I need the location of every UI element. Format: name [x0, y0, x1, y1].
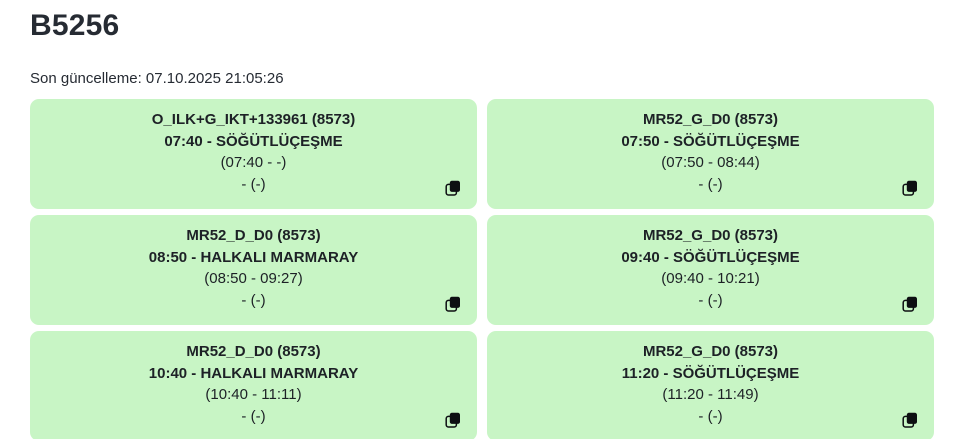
copy-button[interactable]	[901, 295, 919, 313]
trip-name: MR52_D_D0 (8573)	[186, 227, 321, 244]
trip-destination: 08:50 - HALKALI MARMARAY	[148, 248, 359, 266]
trip-destination: 09:40 - SÖĞÜTLÜÇEŞME	[621, 248, 800, 266]
trip-status: - (-)	[698, 175, 723, 193]
trip-destination: 10:40 - HALKALI MARMARAY	[148, 364, 359, 382]
trip-name: MR52_D_D0 (8573)	[186, 343, 321, 360]
trip-times: (09:40 - 10:21)	[661, 270, 760, 287]
trip-name: MR52_G_D0 (8573)	[642, 227, 779, 244]
trip-times: (11:20 - 11:49)	[662, 386, 759, 403]
page-title: B5256	[30, 9, 120, 42]
trip-status: - (-)	[698, 407, 723, 425]
copy-icon	[902, 296, 918, 312]
trip-cards-grid: O_ILK+G_IKT+133961 (8573) 07:40 - SÖĞÜTL…	[30, 99, 934, 439]
trip-card: MR52_G_D0 (8573) 11:20 - SÖĞÜTLÜÇEŞME (1…	[487, 331, 934, 439]
copy-icon	[445, 296, 461, 312]
last-update-text: Son güncelleme: 07.10.2025 21:05:26	[30, 70, 284, 87]
trip-times: (10:40 - 11:11)	[205, 386, 302, 403]
copy-button[interactable]	[901, 179, 919, 197]
copy-icon	[445, 180, 461, 196]
copy-button[interactable]	[901, 411, 919, 429]
trip-card: O_ILK+G_IKT+133961 (8573) 07:40 - SÖĞÜTL…	[30, 99, 477, 209]
trip-card: MR52_G_D0 (8573) 09:40 - SÖĞÜTLÜÇEŞME (0…	[487, 215, 934, 325]
trip-card: MR52_G_D0 (8573) 07:50 - SÖĞÜTLÜÇEŞME (0…	[487, 99, 934, 209]
copy-button[interactable]	[444, 411, 462, 429]
trip-name: MR52_G_D0 (8573)	[642, 111, 779, 128]
trip-destination: 07:40 - SÖĞÜTLÜÇEŞME	[164, 132, 343, 150]
copy-icon	[902, 180, 918, 196]
trip-card: MR52_D_D0 (8573) 08:50 - HALKALI MARMARA…	[30, 215, 477, 325]
copy-icon	[445, 412, 461, 428]
trip-card: MR52_D_D0 (8573) 10:40 - HALKALI MARMARA…	[30, 331, 477, 439]
trip-status: - (-)	[241, 291, 266, 309]
trip-status: - (-)	[698, 291, 723, 309]
trip-status: - (-)	[241, 407, 266, 425]
trip-status: - (-)	[241, 175, 266, 193]
trip-name: MR52_G_D0 (8573)	[642, 343, 779, 360]
copy-button[interactable]	[444, 295, 462, 313]
trip-times: (08:50 - 09:27)	[204, 270, 303, 287]
trip-name: O_ILK+G_IKT+133961 (8573)	[151, 111, 356, 128]
trip-destination: 11:20 - SÖĞÜTLÜÇEŞME	[621, 364, 800, 382]
trip-times: (07:50 - 08:44)	[661, 154, 760, 171]
copy-button[interactable]	[444, 179, 462, 197]
trip-times: (07:40 - -)	[220, 154, 287, 171]
copy-icon	[902, 412, 918, 428]
trip-destination: 07:50 - SÖĞÜTLÜÇEŞME	[621, 132, 800, 150]
